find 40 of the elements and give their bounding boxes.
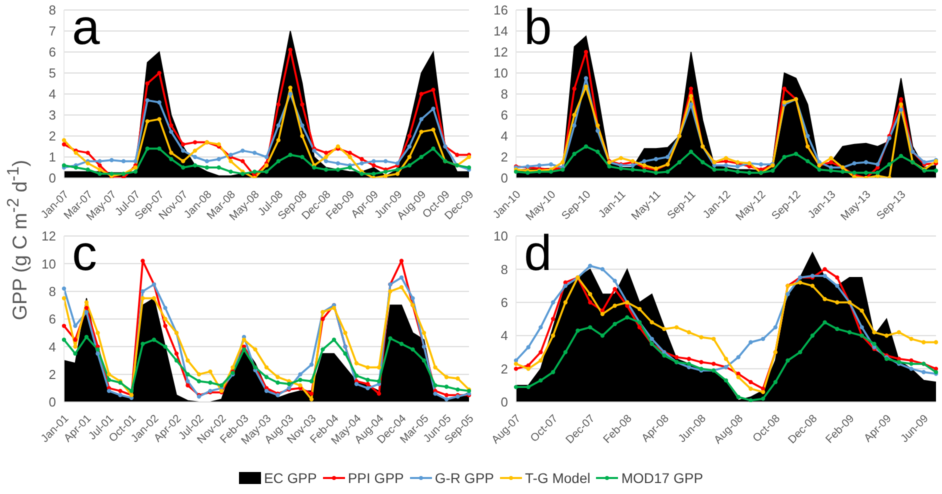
y-tick-label: 12 [42, 228, 56, 244]
y-tick-label: 0 [48, 394, 56, 410]
y-tick-label: 14 [494, 24, 508, 39]
legend-label: G-R GPP [434, 470, 494, 486]
y-tick-label: 10 [42, 256, 56, 272]
y-tick-label: 5 [48, 66, 56, 81]
y-tick-label: 12 [494, 44, 508, 60]
chart-title: b [524, 0, 552, 55]
y-tick-label: 8 [500, 86, 508, 102]
chart-title: a [72, 0, 100, 55]
y-tick-label: 3 [48, 108, 56, 123]
legend-label: MOD17 GPP [621, 470, 704, 486]
y-tick-label: 8 [48, 284, 56, 299]
chart-title: c [72, 225, 97, 281]
y-tick-label: 10 [494, 66, 508, 81]
y-tick-label: 4 [500, 128, 508, 144]
y-tick-label: 2 [48, 128, 56, 144]
y-tick-label: 4 [48, 86, 56, 102]
y-tick-label: 16 [494, 2, 508, 18]
y-tick-label: 2 [500, 361, 508, 376]
y-tick-label: 8 [48, 2, 56, 18]
y-tick-label: 0 [48, 170, 56, 186]
y-tick-label: 6 [48, 312, 56, 327]
legend-label: T-G Model [525, 470, 590, 486]
y-tick-label: 6 [48, 44, 56, 60]
y-tick-label: 6 [500, 108, 508, 123]
y-tick-label: 10 [494, 228, 508, 244]
y-tick-label: 4 [500, 328, 508, 344]
y-tick-label: 8 [500, 262, 508, 277]
y-tick-label: 2 [48, 366, 56, 382]
y-tick-label: 4 [48, 339, 56, 354]
y-tick-label: 6 [500, 295, 508, 310]
y-tick-label: 0 [500, 170, 508, 186]
legend-label: PPI GPP [348, 470, 404, 486]
y-tick-label: 1 [48, 150, 56, 165]
legend-label: EC GPP [264, 470, 317, 486]
y-tick-label: 2 [500, 150, 508, 165]
chart-title: d [524, 225, 552, 281]
y-tick-label: 0 [500, 394, 508, 410]
y-tick-label: 7 [48, 24, 56, 39]
